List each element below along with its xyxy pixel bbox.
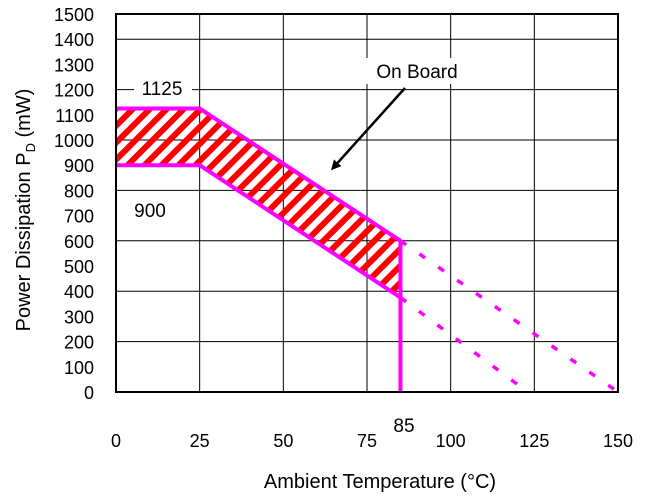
- y-axis-label-p: P: [13, 152, 35, 165]
- y-tick-label: 1400: [54, 30, 94, 50]
- y-tick-label: 100: [64, 358, 94, 378]
- y-axis-label-prefix: Power Dissipation: [13, 166, 35, 332]
- annotation-900: 900: [134, 201, 166, 222]
- y-tick-label: 1300: [54, 55, 94, 75]
- y-tick-label: 1200: [54, 81, 94, 101]
- series-line-1: [116, 106, 402, 243]
- plot-frame: [115, 13, 619, 393]
- y-tick-label: 500: [64, 257, 94, 277]
- x-tick-label: 150: [603, 431, 633, 451]
- y-tick-labels: 0 100 200 300 400 500 600 700 800 900 1000 1100 1200…: [54, 5, 94, 403]
- y-tick-label: 800: [64, 181, 94, 201]
- plot-border: [115, 13, 619, 393]
- x-axis-label: Ambient Temperature (°C): [264, 471, 496, 493]
- x-tick-label: 125: [519, 431, 549, 451]
- y-tick-label: 300: [64, 307, 94, 327]
- y-tick-label: 900: [64, 156, 94, 176]
- y-tick-label: 600: [64, 232, 94, 252]
- y-tick-label: 0: [84, 383, 94, 403]
- x-tick-label: 0: [111, 431, 121, 451]
- y-axis-label: Power Dissipation PD (mW): [13, 89, 38, 332]
- annotation-85: 85: [393, 416, 414, 437]
- label-bg-1125: [134, 76, 192, 100]
- on-board-arrow: [330, 87, 406, 171]
- grid: [115, 14, 619, 393]
- series-line-3: [116, 163, 402, 300]
- label-bg-900: [124, 198, 182, 222]
- x-tick-label: 50: [273, 431, 293, 451]
- annotation-on-board: On Board: [376, 62, 457, 83]
- series-line-2: [399, 239, 619, 394]
- y-tick-label: 1000: [54, 131, 94, 151]
- x-tick-label: 75: [357, 431, 377, 451]
- series-line-4: [399, 296, 529, 394]
- y-tick-label: 400: [64, 282, 94, 302]
- annotation-1125: 1125: [142, 79, 183, 100]
- y-axis-label-unit: (mW): [13, 89, 35, 143]
- x-tick-labels: 0 25 50 75 100 125 150: [111, 431, 633, 451]
- x-tick-label: 25: [190, 431, 210, 451]
- y-axis-label-sub: D: [23, 143, 38, 152]
- y-tick-label: 200: [64, 333, 94, 353]
- label-bg-on-board: [358, 58, 476, 84]
- y-tick-label: 1100: [55, 106, 94, 126]
- y-tick-label: 700: [64, 207, 94, 227]
- y-tick-label: 1500: [54, 5, 94, 25]
- x-tick-label: 100: [436, 431, 466, 451]
- series-lines: [116, 106, 619, 394]
